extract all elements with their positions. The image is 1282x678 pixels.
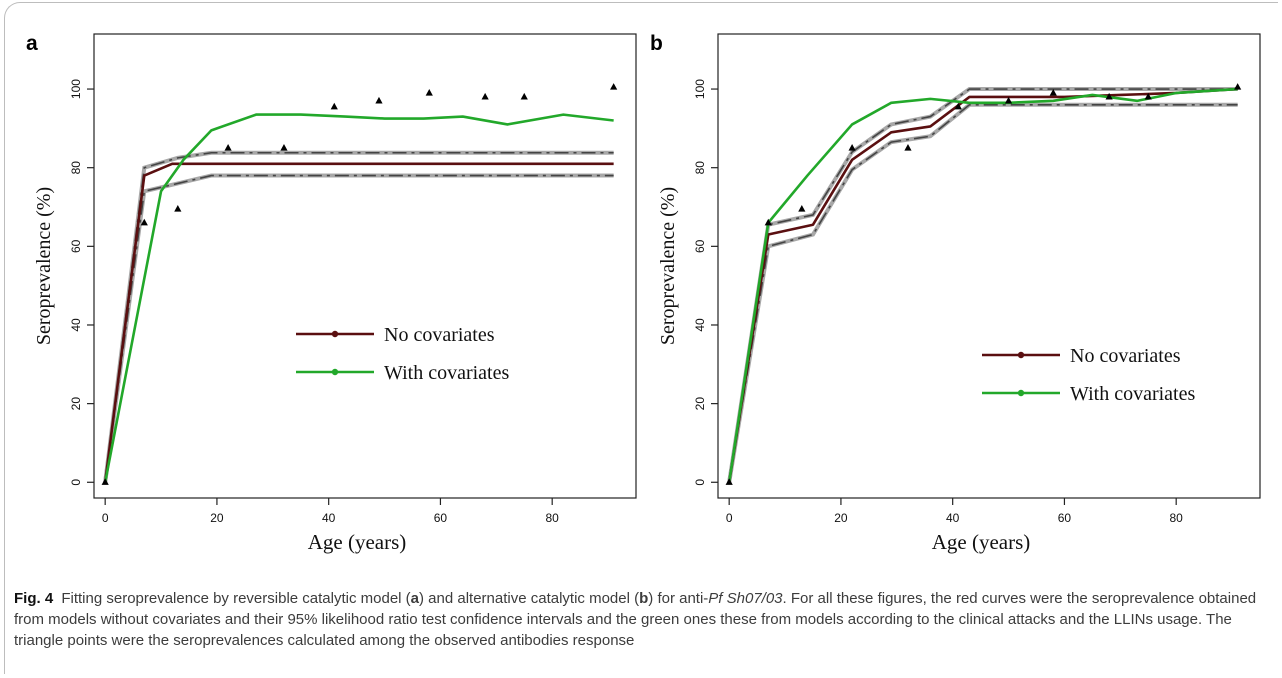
- chart-a-x-axis-label: Age (years): [308, 530, 407, 554]
- chart-b-observed-point: [954, 102, 962, 110]
- chart-b-observed-point: [798, 204, 806, 212]
- chart-b-observed-point: [764, 218, 772, 226]
- chart-b-observed-point: [1004, 96, 1013, 104]
- figure-caption: Fig. 4 Fitting seroprevalence by reversi…: [14, 588, 1268, 651]
- chart-b-ci-upper-line: [728, 88, 1238, 483]
- chart-b-observed-point: [1234, 83, 1242, 90]
- caption-ref-a: a: [410, 590, 419, 607]
- chart-a-observed-point: [174, 204, 182, 212]
- chart-a-y-tick-label: 60: [69, 239, 83, 253]
- chart-b-observed-point: [904, 144, 912, 151]
- chart-a-series-with-covariates-line: [103, 113, 614, 483]
- chart-a-ci-shadow-upper: [103, 150, 614, 483]
- chart-a-legend-marker-1: [331, 368, 339, 376]
- panel-label-a: a: [26, 32, 38, 55]
- chart-b-legend-marker-1: [1017, 389, 1025, 397]
- panel-label-b: b: [650, 32, 663, 55]
- chart-b-legend-label-0: No covariates: [1070, 345, 1181, 367]
- chart-b-svg: 0 20 40 60 80 0 20 40 60 80 100 Age (years) Seroprev…: [657, 33, 1261, 554]
- chart-b-observed-point: [1105, 92, 1113, 100]
- chart-b-legend-marker-0: [1017, 351, 1025, 359]
- chart-a-ci-upper-line: [104, 151, 614, 483]
- chart-a-plot-box: [93, 33, 637, 499]
- chart-a-observed-point: [140, 218, 148, 226]
- chart-b-y-axis-label: Seroprevalence (%): [657, 187, 679, 345]
- chart-b-y-tick-label: 20: [693, 397, 707, 411]
- chart-a-legend-marker-0: [331, 330, 339, 338]
- chart-a-y-tick-label: 40: [69, 318, 83, 332]
- chart-b-y-tick-label: 0: [693, 479, 707, 486]
- chart-b-x-tick-label: 80: [1170, 511, 1184, 525]
- chart-a-observed-point: [101, 478, 109, 485]
- chart-b-observed-point: [725, 478, 733, 485]
- chart-a-observed-point: [610, 83, 618, 90]
- chart-b-observed-point: [1049, 88, 1057, 96]
- chart-a-y-tick-label: 0: [69, 479, 83, 486]
- chart-a-observed-point: [224, 144, 232, 151]
- chart-b-observed-point: [848, 144, 856, 151]
- chart-a-legend-label-0: No covariates: [384, 324, 495, 346]
- chart-a-observed-point: [481, 92, 489, 100]
- caption-text-3: ) for anti-: [648, 590, 709, 607]
- chart-b-legend-label-1: With covariates: [1070, 383, 1195, 405]
- chart-a-observed-point: [330, 102, 338, 110]
- chart-a-x-tick-label: 40: [322, 511, 336, 525]
- caption-text-4: . For all these figures, the red curves …: [14, 590, 1257, 649]
- chart-panel-a: 0 20 40 60 80 0 20 40 60 80 100 Age (years) Seroprev…: [16, 22, 648, 560]
- chart-b-y-tick-label: 40: [693, 318, 707, 332]
- caption-ref-b: b: [639, 590, 649, 607]
- chart-b-x-tick-label: 40: [946, 511, 960, 525]
- chart-a-y-axis-label: Seroprevalence (%): [33, 187, 55, 345]
- chart-b-series-with-covariates-line: [727, 87, 1238, 483]
- chart-b-x-tick-label: 20: [834, 511, 848, 525]
- figure-number: Fig. 4: [14, 590, 54, 607]
- caption-text-2: ) and alternative catalytic model (: [419, 590, 640, 607]
- chart-a-y-tick-label: 80: [69, 161, 83, 175]
- chart-a-observed-point: [520, 92, 528, 100]
- chart-b-x-tick-label: 60: [1058, 511, 1072, 525]
- chart-a-y-tick-label: 100: [69, 79, 83, 99]
- chart-b-y-tick-label: 60: [693, 239, 707, 253]
- chart-a-series-no-covariates-line: [103, 162, 614, 483]
- chart-b-ci-lower-line: [728, 103, 1238, 483]
- chart-a-x-tick-label: 60: [434, 511, 448, 525]
- chart-a-ci-lower-line: [104, 174, 614, 483]
- chart-b-y-tick-label: 100: [693, 79, 707, 99]
- chart-a-y-tick-label: 20: [69, 397, 83, 411]
- figure-frame: [4, 2, 1278, 674]
- chart-b-y-tick-label: 80: [693, 161, 707, 175]
- chart-a-observed-point: [425, 88, 433, 96]
- chart-b-series-no-covariates-line: [727, 87, 1238, 483]
- chart-a-ci-shadow-lower: [103, 173, 614, 483]
- chart-a-observed-point: [375, 96, 383, 104]
- chart-b-x-axis-label: Age (years): [932, 530, 1031, 554]
- caption-text-1: Fitting seroprevalence by reversible cat…: [57, 590, 411, 607]
- caption-antigen: Pf Sh07/03: [708, 590, 783, 607]
- chart-b-ci-shadow-lower: [727, 102, 1238, 483]
- chart-panel-b: 0 20 40 60 80 0 20 40 60 80 100 Age (years) Seroprev…: [640, 22, 1272, 560]
- chart-a-x-tick-label: 0: [102, 511, 109, 525]
- chart-a-observed-point: [280, 144, 288, 151]
- chart-a-legend-label-1: With covariates: [384, 362, 509, 384]
- chart-b-observed-point: [1144, 92, 1152, 100]
- chart-b-x-tick-label: 0: [726, 511, 733, 525]
- chart-a-x-tick-label: 20: [210, 511, 224, 525]
- chart-b-plot-box: [717, 33, 1261, 499]
- chart-a-svg: 0 20 40 60 80 0 20 40 60 80 100 Age (years) Seroprev…: [33, 33, 637, 554]
- chart-b-ci-shadow-upper: [727, 87, 1238, 483]
- chart-a-x-tick-label: 80: [546, 511, 560, 525]
